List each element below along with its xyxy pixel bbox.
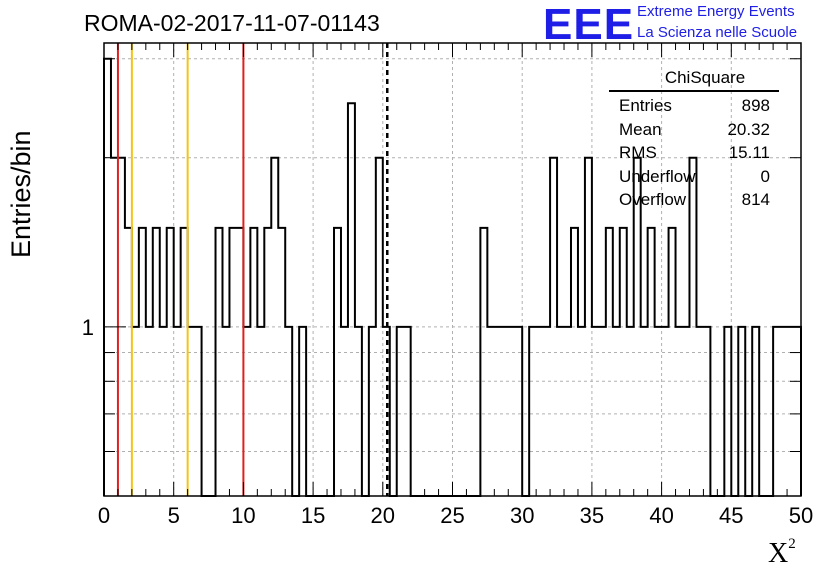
logo-line-1: Extreme Energy Events [637, 3, 795, 20]
x-tick-label: 0 [98, 503, 110, 528]
stats-label: Underflow [619, 166, 696, 186]
stats-value: 0 [760, 166, 770, 186]
stats-row-rms: RMS 15.11 [609, 141, 779, 165]
stats-separator [609, 90, 779, 92]
y-tick-label: 1 [82, 315, 94, 340]
stats-row-underflow: Underflow 0 [609, 165, 779, 189]
stats-box: ChiSquare Entries 898 Mean 20.32 RMS 15.11 … [609, 66, 779, 212]
stats-value: 20.32 [727, 119, 770, 139]
stats-label: RMS [619, 143, 657, 162]
logo-line-2: La Scienza nelle Scuole [637, 24, 798, 41]
x-tick-label: 45 [719, 503, 743, 528]
y-axis-label: Entries/bin [6, 130, 36, 258]
stats-label: Entries [619, 96, 672, 115]
x-tick-label: 40 [649, 503, 673, 528]
stats-label: Overflow [619, 190, 687, 209]
x-tick-label: 20 [371, 503, 395, 528]
x-tick-label: 10 [231, 503, 255, 528]
x-tick-label: 50 [789, 503, 813, 528]
x-tick-label: 5 [168, 503, 180, 528]
x-tick-label: 30 [510, 503, 534, 528]
stats-title: ChiSquare [664, 68, 746, 87]
x-tick-label: 35 [580, 503, 604, 528]
stats-row-mean: Mean 20.32 [609, 118, 779, 142]
x-axis-label: X2 [768, 536, 796, 570]
eee-logo: EEE [543, 0, 635, 49]
plot-frame [103, 42, 802, 497]
stats-value: 814 [741, 190, 770, 209]
stats-row-overflow: Overflow 814 [609, 188, 779, 212]
stats-value: 898 [741, 96, 770, 115]
x-tick-label: 15 [301, 503, 325, 528]
x-axis-label-base: X [768, 538, 789, 569]
stats-label: Mean [619, 119, 662, 139]
chart-title: ROMA-02-2017-11-07-01143 [84, 10, 380, 36]
x-tick-label: 25 [440, 503, 464, 528]
stats-value: 15.11 [728, 143, 770, 162]
x-axis-label-superscript: 2 [788, 536, 796, 552]
stats-row-entries: Entries 898 [609, 94, 779, 118]
